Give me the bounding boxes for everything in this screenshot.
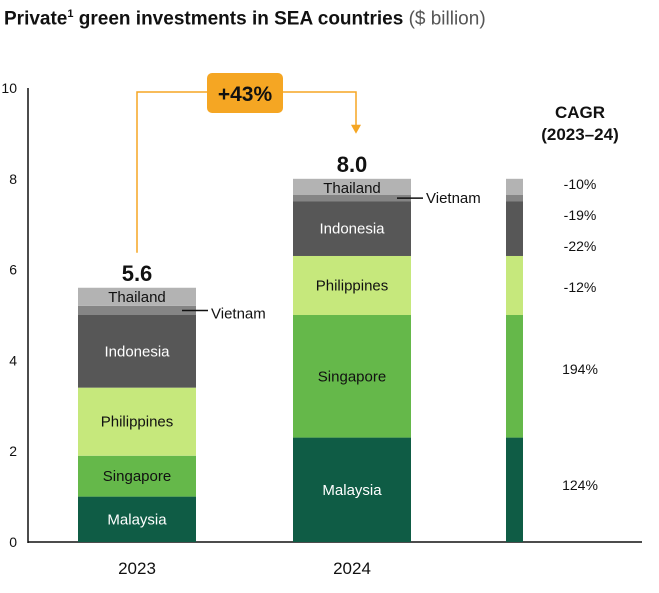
cagr-header-line1: CAGR xyxy=(555,103,605,122)
cagr-value-philippines: -12% xyxy=(564,279,597,295)
cagr-value-indonesia: -22% xyxy=(564,238,597,254)
segment-label-malaysia: Malaysia xyxy=(322,482,382,499)
bar-segment-malaysia-2024 xyxy=(293,437,411,542)
bar-total-2023: 5.6 xyxy=(122,261,153,286)
bar-segment-vietnam-2024 xyxy=(293,194,411,202)
bar-segment-malaysia-2023 xyxy=(78,496,196,542)
segment-label-thailand: Thailand xyxy=(108,289,166,306)
cagr-strip-segment-singapore xyxy=(506,315,523,438)
cagr-header-line2: (2023–24) xyxy=(541,125,619,144)
change-badge-label: +43% xyxy=(218,83,273,106)
cagr-value-thailand: -10% xyxy=(564,176,597,192)
title-unit: ($ billion) xyxy=(408,8,486,30)
bar-segment-thailand-2023 xyxy=(78,287,196,306)
vietnam-callout-label: Vietnam xyxy=(211,305,266,322)
cagr-strip-segment-thailand xyxy=(506,178,523,195)
cagr-value-singapore: 194% xyxy=(562,361,598,377)
segment-label-thailand: Thailand xyxy=(323,180,381,197)
segment-label-malaysia: Malaysia xyxy=(107,511,167,528)
bar-segment-indonesia-2024 xyxy=(293,201,411,256)
segment-label-singapore: Singapore xyxy=(103,468,171,485)
cagr-strip-segment-indonesia xyxy=(506,201,523,256)
cagr-strip-segment-malaysia xyxy=(506,437,523,542)
bar-segment-philippines-2024 xyxy=(293,255,411,315)
chart-title: Private1 green investments in SEA countr… xyxy=(4,8,486,30)
cagr-value-vietnam: -19% xyxy=(564,207,597,223)
change-badge xyxy=(207,73,283,113)
segment-label-indonesia: Indonesia xyxy=(104,343,170,360)
x-category-label: 2023 xyxy=(118,559,156,578)
y-tick-label: 6 xyxy=(9,262,17,278)
y-tick-label: 2 xyxy=(9,443,17,459)
change-arrowhead xyxy=(351,124,361,134)
y-tick-label: 4 xyxy=(9,352,17,368)
segment-label-philippines: Philippines xyxy=(101,414,174,431)
y-tick-label: 8 xyxy=(9,171,17,187)
segment-label-singapore: Singapore xyxy=(318,368,386,385)
cagr-strip-segment-philippines xyxy=(506,255,523,315)
cagr-strip-segment-vietnam xyxy=(506,194,523,202)
vietnam-callout-label: Vietnam xyxy=(426,190,481,207)
segment-label-philippines: Philippines xyxy=(316,277,389,294)
y-tick-label: 10 xyxy=(1,80,17,96)
cagr-value-malaysia: 124% xyxy=(562,477,598,493)
bar-segment-indonesia-2023 xyxy=(78,315,196,388)
title-text-rest: green investments in SEA countries xyxy=(73,8,404,30)
bar-total-2024: 8.0 xyxy=(337,152,368,177)
title-footnote-marker: 1 xyxy=(67,8,74,20)
x-category-label: 2024 xyxy=(333,559,371,578)
bar-segment-vietnam-2023 xyxy=(78,305,196,315)
bar-segment-philippines-2023 xyxy=(78,387,196,456)
bar-segment-singapore-2023 xyxy=(78,455,196,497)
title-text: Private xyxy=(4,8,68,30)
segment-label-indonesia: Indonesia xyxy=(319,221,385,238)
y-tick-label: 0 xyxy=(9,534,17,550)
bar-segment-thailand-2024 xyxy=(293,178,411,195)
bar-segment-singapore-2024 xyxy=(293,315,411,438)
